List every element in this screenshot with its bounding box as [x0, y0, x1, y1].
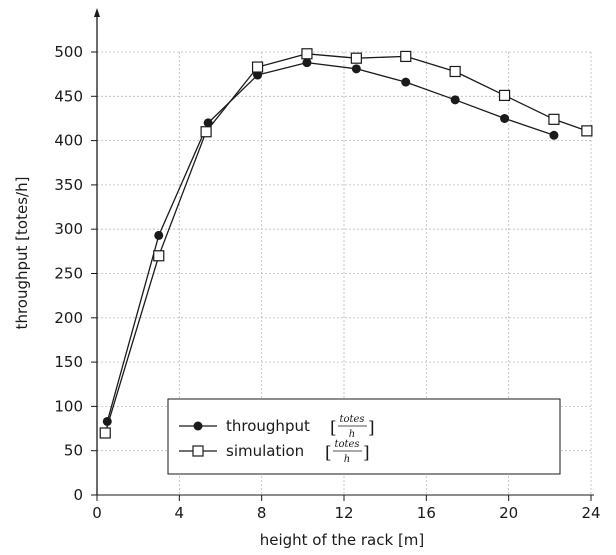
- legend-unit-den-throughput: h: [349, 429, 355, 440]
- y-tick-label: 0: [73, 486, 83, 504]
- data-point-throughput: [500, 113, 510, 123]
- series-layer: [99, 48, 593, 439]
- data-point-throughput: [351, 64, 361, 74]
- legend-unit-num-throughput: totes: [339, 414, 364, 425]
- legend-bracket-open: [: [325, 443, 332, 463]
- series-simulation: [99, 48, 593, 439]
- data-point-throughput: [253, 70, 263, 80]
- filled-circle-icon: [193, 421, 203, 431]
- data-point-throughput: [302, 58, 312, 68]
- data-point-simulation: [548, 113, 560, 125]
- data-point-throughput: [401, 77, 411, 87]
- x-axis-title: height of the rack [m]: [260, 531, 425, 549]
- y-tick-label: 300: [54, 220, 83, 238]
- y-tick-labels: 0 50 100 150 200 250 300 350 400 450 500: [54, 43, 97, 504]
- legend-entry-throughput: throughput [ totes h ]: [179, 414, 375, 440]
- axes: [91, 8, 594, 496]
- x-tick-labels: 0 4 8 12 16 20 24: [92, 495, 601, 522]
- data-point-throughput: [549, 130, 559, 140]
- y-tick-label: 500: [54, 43, 83, 61]
- y-tick-label: 150: [54, 353, 83, 371]
- legend-box: [167, 398, 561, 475]
- legend: throughput [ totes h ] simulation [ tote…: [167, 398, 561, 475]
- data-point-simulation: [153, 250, 165, 262]
- data-point-simulation: [498, 89, 511, 102]
- series-line-throughput: [106, 61, 555, 422]
- legend-bracket-close: ]: [368, 418, 375, 438]
- data-point-simulation: [251, 61, 264, 73]
- data-point-throughput: [203, 118, 213, 128]
- series-line-simulation: [104, 53, 588, 434]
- legend-unit-den-simulation: h: [344, 454, 350, 465]
- legend-bracket-open: [: [330, 418, 337, 438]
- data-point-simulation: [581, 125, 593, 137]
- open-square-icon: [192, 445, 204, 457]
- data-point-throughput: [154, 230, 164, 240]
- x-tick-label: 8: [257, 504, 267, 522]
- y-tick-label: 450: [54, 87, 83, 105]
- series-throughput: [102, 58, 559, 426]
- y-axis-title: throughput [totes/h]: [13, 177, 31, 330]
- y-tick-label: 200: [54, 309, 83, 327]
- legend-bracket-close: ]: [363, 443, 370, 463]
- legend-entry-simulation: simulation [ totes h ]: [179, 439, 370, 465]
- data-point-simulation: [99, 427, 111, 439]
- x-tick-label: 4: [175, 504, 185, 522]
- y-tick-label: 250: [54, 265, 83, 283]
- data-point-simulation: [400, 50, 412, 63]
- legend-unit-num-simulation: totes: [334, 439, 359, 450]
- x-tick-label: 0: [92, 504, 102, 522]
- y-axis-arrow: [94, 8, 100, 17]
- legend-label-simulation: simulation: [226, 442, 304, 460]
- data-point-simulation: [449, 65, 461, 78]
- y-tick-label: 50: [64, 442, 83, 460]
- data-point-simulation: [301, 48, 313, 60]
- legend-label-throughput: throughput: [226, 417, 310, 435]
- y-tick-label: 100: [54, 397, 83, 415]
- x-tick-label: 16: [417, 504, 436, 522]
- data-point-simulation: [200, 126, 212, 138]
- y-tick-label: 350: [54, 176, 83, 194]
- data-point-throughput: [450, 95, 460, 105]
- x-tick-label: 24: [581, 504, 600, 522]
- y-tick-label: 400: [54, 132, 83, 150]
- data-point-simulation: [350, 52, 362, 64]
- x-tick-label: 12: [334, 504, 353, 522]
- x-tick-label: 20: [499, 504, 518, 522]
